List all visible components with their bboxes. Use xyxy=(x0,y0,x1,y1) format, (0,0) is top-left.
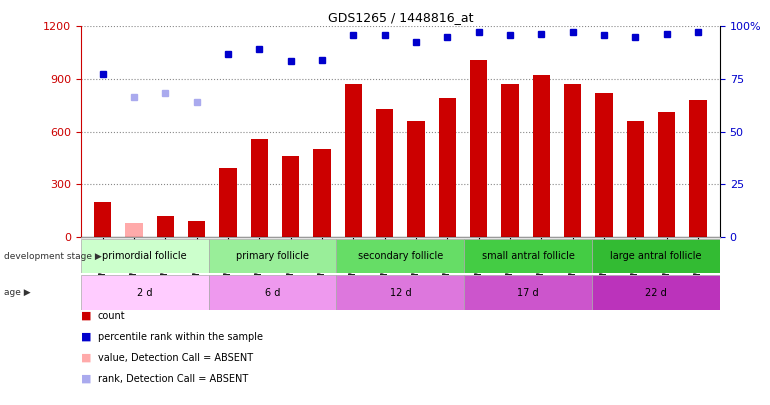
Bar xyxy=(313,149,330,237)
Text: ■: ■ xyxy=(81,332,92,342)
Text: ■: ■ xyxy=(81,374,92,384)
Bar xyxy=(209,239,336,273)
Text: ■: ■ xyxy=(81,311,92,321)
Bar xyxy=(376,109,393,237)
Text: 6 d: 6 d xyxy=(265,288,280,298)
Bar xyxy=(464,239,592,273)
Bar xyxy=(464,275,592,310)
Text: percentile rank within the sample: percentile rank within the sample xyxy=(98,332,263,342)
Text: ■: ■ xyxy=(81,353,92,363)
Bar xyxy=(336,239,464,273)
Bar xyxy=(209,275,336,310)
Title: GDS1265 / 1448816_at: GDS1265 / 1448816_at xyxy=(328,11,473,24)
Text: small antral follicle: small antral follicle xyxy=(482,251,574,261)
Bar xyxy=(81,275,209,310)
Bar xyxy=(439,98,456,237)
Text: 22 d: 22 d xyxy=(645,288,667,298)
Bar xyxy=(592,275,720,310)
Bar xyxy=(592,239,720,273)
Bar xyxy=(533,75,550,237)
Bar xyxy=(81,239,209,273)
Text: age ▶: age ▶ xyxy=(4,288,31,297)
Bar xyxy=(689,100,707,237)
Bar xyxy=(251,139,268,237)
Text: value, Detection Call = ABSENT: value, Detection Call = ABSENT xyxy=(98,353,253,363)
Bar xyxy=(407,121,425,237)
Text: primary follicle: primary follicle xyxy=(236,251,309,261)
Bar xyxy=(564,84,581,237)
Text: rank, Detection Call = ABSENT: rank, Detection Call = ABSENT xyxy=(98,374,248,384)
Text: 12 d: 12 d xyxy=(390,288,411,298)
Bar xyxy=(94,202,112,237)
Bar xyxy=(501,84,519,237)
Text: 2 d: 2 d xyxy=(137,288,152,298)
Text: secondary follicle: secondary follicle xyxy=(358,251,443,261)
Bar xyxy=(188,221,206,237)
Bar xyxy=(658,112,675,237)
Bar xyxy=(627,121,644,237)
Text: count: count xyxy=(98,311,126,321)
Bar xyxy=(282,156,300,237)
Bar xyxy=(470,60,487,237)
Bar xyxy=(336,275,464,310)
Text: development stage ▶: development stage ▶ xyxy=(4,252,102,261)
Text: large antral follicle: large antral follicle xyxy=(611,251,701,261)
Bar xyxy=(345,84,362,237)
Bar xyxy=(595,93,613,237)
Bar xyxy=(126,223,142,237)
Text: 17 d: 17 d xyxy=(517,288,539,298)
Text: primordial follicle: primordial follicle xyxy=(102,251,187,261)
Bar xyxy=(157,216,174,237)
Bar xyxy=(219,168,236,237)
